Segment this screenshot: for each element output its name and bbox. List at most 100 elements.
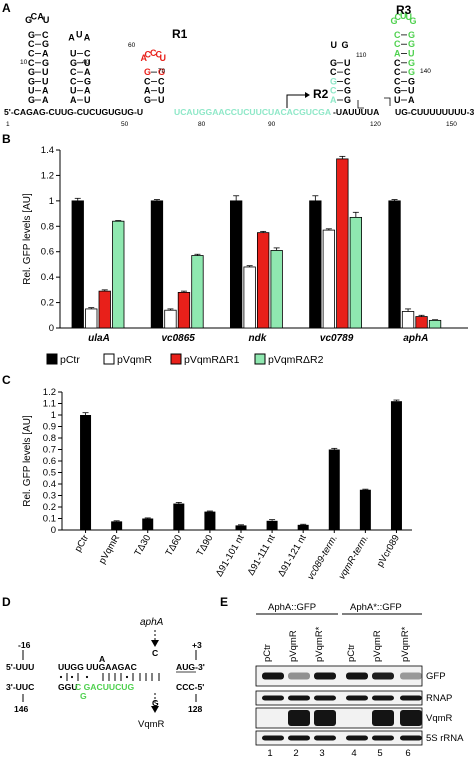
panel-label-b: B bbox=[2, 132, 11, 146]
blot-band bbox=[400, 672, 422, 680]
loop-nt: U bbox=[43, 15, 50, 25]
num-140: 140 bbox=[420, 68, 431, 75]
bar bbox=[229, 200, 243, 329]
stem-nt-left: U bbox=[28, 86, 35, 96]
loop-nt: C bbox=[150, 48, 157, 58]
blot-band bbox=[314, 695, 336, 701]
legend-b: pCtr pVqmR pVqmRΔR1 pVqmRΔR2 bbox=[46, 353, 324, 366]
stem-nt-left: C bbox=[70, 67, 77, 77]
stem-nt-left: C bbox=[394, 39, 401, 49]
stem-nt-right: G bbox=[408, 30, 415, 40]
d-top-3prime: AUG-3' bbox=[176, 662, 205, 672]
bar bbox=[80, 415, 92, 530]
loop-nt: U bbox=[400, 11, 407, 21]
blot-band bbox=[314, 735, 336, 741]
stem-loop-r3: U AG UC GC GC GA UC GC GGC U UG bbox=[390, 11, 416, 105]
d-minus16: -16 bbox=[18, 640, 31, 650]
stem-nt-left: U bbox=[70, 49, 77, 59]
stem-nt-left: G bbox=[28, 95, 35, 105]
loop-nt: A bbox=[140, 53, 147, 63]
stem-nt-right: G bbox=[408, 76, 415, 86]
blot-row-label: GFP bbox=[426, 671, 446, 682]
d-top-bulge: A bbox=[99, 654, 105, 664]
stem-loop-1: G AU AG UG UC GC AC GG CGC A U bbox=[25, 11, 49, 105]
legend-swatch-pctr bbox=[46, 353, 58, 365]
d-apha-label: aphA bbox=[140, 617, 164, 628]
y-tick-label: 0.1 bbox=[43, 514, 56, 525]
lane-label: pVqmR bbox=[288, 630, 299, 662]
stem-nt-left: G bbox=[28, 30, 35, 40]
sequence-green-segment: UCAUGGAACCUCUUCUACACGUCGA bbox=[174, 107, 331, 117]
blot-row-label: 5S rRNA bbox=[426, 733, 464, 744]
category-label: vc089-term. bbox=[305, 533, 340, 582]
d-vqmr-label: VqmR bbox=[138, 719, 165, 730]
bar bbox=[112, 220, 125, 329]
lane-number: 3 bbox=[319, 748, 324, 758]
loop-nt: A bbox=[68, 32, 75, 42]
y-tick-label: 1 bbox=[49, 196, 54, 207]
stem-nt-left: C bbox=[330, 67, 337, 77]
num-90: 90 bbox=[268, 121, 276, 128]
r2-arrow-head bbox=[305, 92, 310, 98]
bar bbox=[388, 200, 401, 329]
num-110: 110 bbox=[356, 52, 367, 59]
stem-loop-4: A GC GG CC CG UU G bbox=[330, 40, 351, 105]
stem-nt-right: G bbox=[158, 67, 165, 77]
d-top-seq: UUGG UUGAAGAC bbox=[58, 662, 137, 672]
blot-band bbox=[288, 710, 310, 726]
loop-nt: C bbox=[156, 49, 163, 59]
panel-d-duplex: -16 +3 aphA C 5'-UUU UUGG UUGAAGAC A AUG… bbox=[6, 617, 205, 730]
lane-number: 6 bbox=[405, 748, 410, 758]
y-tick-label: 0 bbox=[49, 323, 54, 334]
y-tick-label: 0.8 bbox=[43, 433, 56, 444]
d-bot-green: C GACUUCUG bbox=[75, 682, 135, 692]
num-150: 150 bbox=[446, 121, 457, 128]
panel-label-c: C bbox=[2, 373, 11, 387]
legend-swatch-pvqmr-dr1 bbox=[170, 353, 182, 365]
d-bot-arrowhead bbox=[151, 706, 159, 713]
bar bbox=[415, 316, 428, 329]
blot-band bbox=[346, 735, 368, 741]
num-70: 70 bbox=[158, 68, 166, 75]
stem-nt-left: C bbox=[70, 76, 77, 86]
bracket-mark-1 bbox=[357, 100, 364, 109]
stem-nt-right: U bbox=[158, 86, 165, 96]
stem-nt-left: C bbox=[330, 86, 337, 96]
bar bbox=[150, 200, 164, 329]
blot-row-label: RNAP bbox=[426, 693, 452, 704]
blot-band bbox=[400, 735, 422, 741]
bar bbox=[297, 524, 309, 530]
stem-nt-left: G bbox=[144, 95, 151, 105]
d-top-arrowhead bbox=[151, 640, 159, 647]
stem-nt-right: G bbox=[42, 39, 49, 49]
stem-nt-right: U bbox=[42, 67, 49, 77]
loop-nt: U bbox=[406, 12, 413, 22]
blot-band bbox=[372, 710, 394, 726]
loop-nt: C bbox=[395, 12, 402, 22]
y-tick-label: 0.7 bbox=[43, 445, 56, 456]
bar bbox=[204, 511, 216, 530]
chart-c: 00.10.20.30.40.50.60.70.80.911.11.2 Rel. … bbox=[22, 387, 412, 582]
lane-label: pVqmR bbox=[372, 630, 383, 662]
stem-nt-left: C bbox=[28, 39, 35, 49]
panel-label-d: D bbox=[2, 595, 11, 609]
stem-nt-left: U bbox=[70, 86, 77, 96]
category-label: TΔ90 bbox=[195, 533, 216, 558]
category-label: Δ91-101 nt bbox=[214, 533, 247, 579]
blot-band bbox=[346, 695, 368, 701]
bar bbox=[173, 503, 185, 530]
stem-nt-left: C bbox=[394, 67, 401, 77]
loop-nt: C bbox=[145, 49, 152, 59]
y-axis-label: Rel. GFP levels [AU] bbox=[22, 193, 33, 285]
lane-number: 5 bbox=[377, 748, 382, 758]
e-lane-labels: pCtr pVqmR pVqmR* pCtr pVqmR pVqmR* bbox=[262, 626, 411, 662]
bar bbox=[349, 216, 363, 329]
bar bbox=[328, 449, 340, 530]
num-1: 1 bbox=[6, 121, 10, 128]
blot-band bbox=[288, 735, 310, 741]
y-tick-label: 0.2 bbox=[41, 298, 54, 309]
stem-nt-left: G bbox=[144, 67, 151, 77]
stem-nt-right: G bbox=[344, 95, 351, 105]
blot-row-label: VqmR bbox=[426, 713, 453, 724]
loop-nt: A bbox=[84, 32, 91, 42]
